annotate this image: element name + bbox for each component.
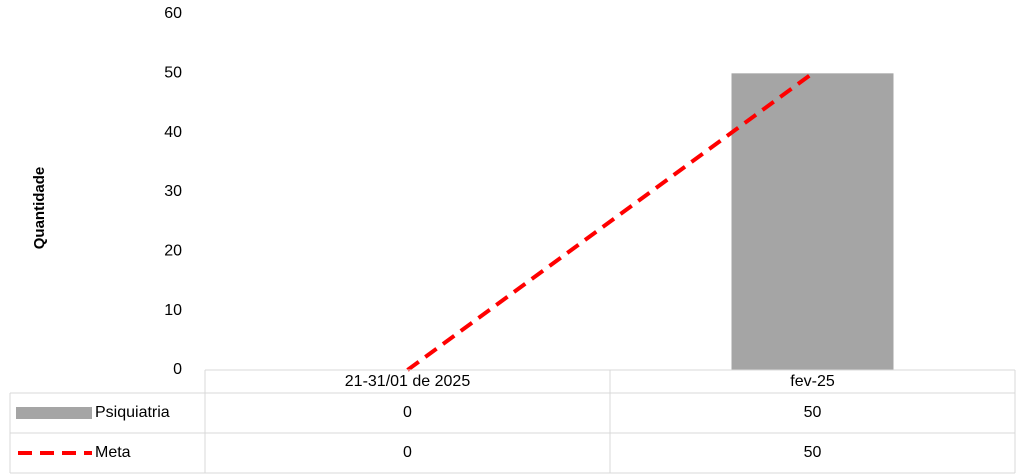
x-tick-label: 21-31/01 de 2025 bbox=[345, 373, 471, 390]
y-tick-label: 0 bbox=[173, 361, 182, 378]
line bbox=[406, 71, 814, 372]
table-value: 50 bbox=[804, 444, 822, 461]
legend-label: Meta bbox=[95, 444, 131, 461]
y-tick-label: 60 bbox=[164, 5, 182, 22]
y-tick-label: 10 bbox=[164, 302, 182, 319]
x-tick-label: fev-25 bbox=[790, 373, 835, 390]
legend-label: Psiquiatria bbox=[95, 404, 170, 421]
table-value: 0 bbox=[403, 444, 412, 461]
y-tick-label: 50 bbox=[164, 65, 182, 82]
table-value: 50 bbox=[804, 404, 822, 421]
table-value: 0 bbox=[403, 404, 412, 421]
y-tick-label: 30 bbox=[164, 183, 182, 200]
y-tick-label: 20 bbox=[164, 243, 182, 260]
y-tick-label: 40 bbox=[164, 124, 182, 141]
y-axis-label: Quantidade bbox=[31, 167, 48, 250]
legend-key bbox=[16, 407, 92, 419]
bar bbox=[731, 73, 894, 370]
